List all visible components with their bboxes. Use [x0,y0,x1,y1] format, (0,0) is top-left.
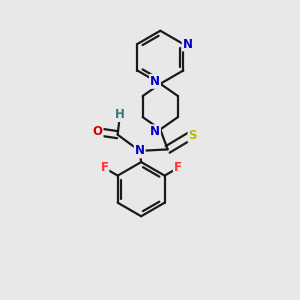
Text: H: H [115,108,125,121]
Text: F: F [100,161,108,175]
Text: N: N [150,125,160,138]
Text: N: N [183,38,193,50]
Text: N: N [135,144,145,158]
Text: N: N [150,75,160,88]
Text: F: F [174,161,182,175]
Text: S: S [188,129,197,142]
Text: O: O [93,125,103,138]
